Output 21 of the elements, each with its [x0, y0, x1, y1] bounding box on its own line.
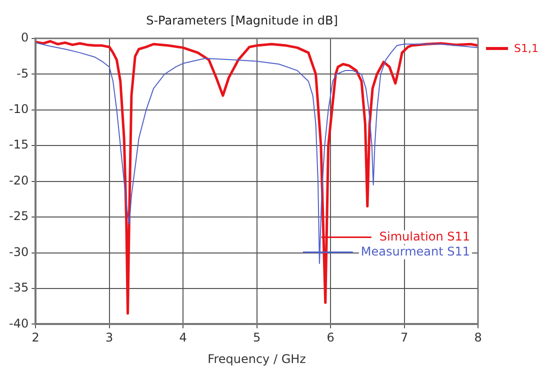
x-tick-label: 7 [400, 330, 408, 345]
y-tick-label: -35 [8, 280, 29, 295]
x-tick-label: 3 [106, 330, 114, 345]
legend-label: Measurmeant S11 [360, 244, 470, 258]
x-tick-label: 4 [179, 330, 187, 345]
y-tick-label: -30 [8, 244, 29, 259]
x-tick-label: 2 [32, 330, 40, 345]
y-tick-label: -25 [8, 209, 29, 224]
y-tick-label: 0 [20, 30, 29, 45]
x-tick-label: 8 [474, 330, 482, 345]
x-axis-title: Frequency / GHz [208, 352, 306, 366]
legend-label: Simulation S11 [379, 229, 470, 244]
x-tick-label: 6 [326, 330, 334, 345]
text: S1,1 [514, 42, 538, 55]
y-tick-label: -5 [16, 66, 29, 80]
y-tick-label: -40 [8, 316, 29, 330]
y-tick-label: -20 [8, 173, 29, 188]
chart-title: S-Parameters [Magnitude in dB] [146, 13, 338, 28]
x-tick-label: 5 [252, 330, 261, 345]
y-tick-label: -15 [8, 138, 29, 152]
y-tick-label: -10 [8, 102, 29, 116]
